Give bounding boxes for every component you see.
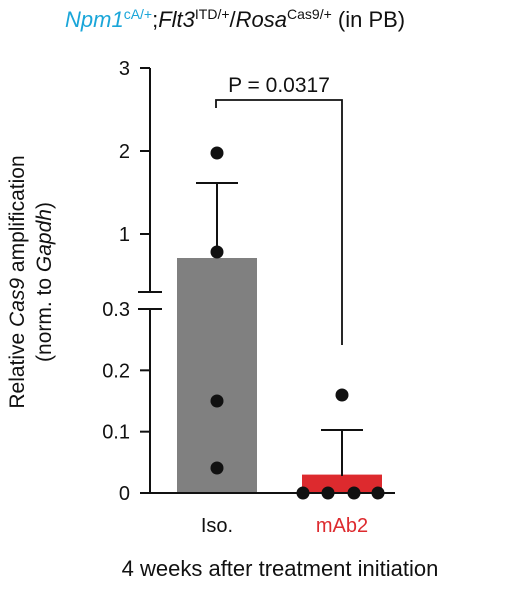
data-point [210,394,224,408]
y-tick-label: 0 [119,483,130,505]
title-suffix: (in PB) [332,7,405,32]
chart-title: Npm1cA/+;Flt3ITD/+/RosaCas9/+ (in PB) [65,6,405,32]
y-axis-label-line2: (norm. to Gapdh) [33,202,56,362]
bar-iso [177,258,257,493]
data-point [321,486,335,500]
data-point [210,461,224,475]
title-sep1: ; [152,7,158,32]
category-label-iso: Iso. [201,515,233,537]
y-tick-label: 0.2 [102,360,130,382]
y-tick-label: 3 [119,58,130,80]
y-tick-label: 0.1 [102,422,130,444]
data-point [210,245,224,259]
y-tick-label: 0.3 [102,299,130,321]
title-gene3: Rosa [236,7,287,32]
category-label-mab2: mAb2 [316,515,368,537]
x-axis-label: 4 weeks after treatment initiation [122,556,439,581]
data-point [371,486,385,500]
title-sep2: / [230,7,237,32]
y-tick-label: 1 [119,224,130,246]
title-gene2: Flt3 [158,7,195,32]
points-group [210,146,385,500]
title-gene3-sup: Cas9/+ [287,6,332,22]
data-point [347,486,361,500]
title-gene2-sup: ITD/+ [195,6,230,22]
data-point [296,486,310,500]
p-value-label: P = 0.0317 [228,74,330,97]
y-tick-label: 2 [119,141,130,163]
bars-group [150,258,395,494]
bar-mab2 [302,474,382,493]
y-ticks: 0 0.1 0.2 0.3 1 2 3 [102,58,150,505]
title-gene1-sup: cA/+ [124,6,152,22]
y-axis-label-line1: Relative Cas9 amplification [6,155,29,408]
significance-bracket [215,99,343,345]
data-point [210,146,224,160]
data-point [335,388,349,402]
title-gene1: Npm1 [65,7,124,32]
